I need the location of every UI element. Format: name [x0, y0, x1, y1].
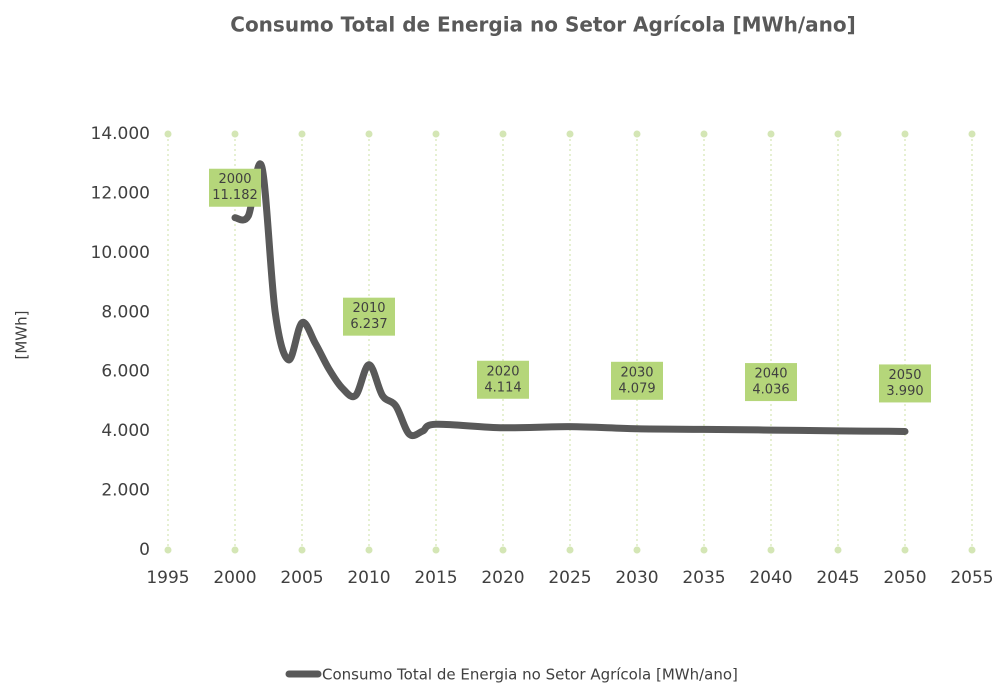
grid-dot	[968, 546, 976, 554]
data-label-box	[209, 168, 261, 207]
grid-dot	[298, 130, 306, 138]
y-axis-label: [MWh]	[13, 311, 31, 360]
grid-dot	[767, 546, 775, 554]
x-tick-label: 2005	[280, 568, 323, 588]
y-tick-label: 2.000	[101, 481, 150, 501]
x-tick-label: 2025	[548, 568, 591, 588]
data-label-box	[745, 363, 797, 402]
x-tick-label: 2035	[682, 568, 725, 588]
x-tick-label: 2040	[749, 568, 792, 588]
y-tick-label: 4.000	[101, 421, 150, 441]
data-label-box	[477, 360, 529, 399]
grid-dot	[901, 546, 909, 554]
x-tick-label: 1995	[146, 568, 189, 588]
grid-dot	[633, 130, 641, 138]
grid-dot	[566, 546, 574, 554]
grid-dot	[164, 546, 172, 554]
x-tick-label: 2010	[347, 568, 390, 588]
grid-dot	[231, 546, 239, 554]
grid-dot	[499, 130, 507, 138]
data-label-x: 2050	[888, 368, 921, 383]
grid-dot	[298, 546, 306, 554]
grid-dot	[700, 130, 708, 138]
data-label-x: 2020	[486, 364, 519, 379]
y-tick-label: 8.000	[101, 302, 150, 322]
grid-dot	[432, 546, 440, 554]
grid-dot	[499, 546, 507, 554]
grid-dot	[767, 130, 775, 138]
grid-dot	[432, 130, 440, 138]
data-label-x: 2040	[754, 367, 787, 382]
y-tick-label: 0	[139, 540, 150, 560]
grid-dot	[968, 130, 976, 138]
data-label-box	[343, 297, 395, 336]
y-tick-label: 14.000	[91, 124, 150, 144]
x-tick-label: 2020	[481, 568, 524, 588]
data-label: 4.036	[752, 383, 789, 398]
data-label: 4.079	[618, 381, 655, 396]
x-tick-label: 2030	[615, 568, 658, 588]
x-tick-label: 2055	[950, 568, 993, 588]
y-tick-label: 10.000	[91, 243, 150, 263]
data-label-x: 2010	[352, 301, 385, 316]
chart-title: Consumo Total de Energia no Setor Agríco…	[230, 13, 855, 37]
grid-dot	[834, 130, 842, 138]
data-label: 3.990	[886, 384, 923, 399]
grid-dot	[164, 130, 172, 138]
y-tick-label: 6.000	[101, 362, 150, 382]
grid-dot	[365, 546, 373, 554]
grid-dot	[231, 130, 239, 138]
legend-label: Consumo Total de Energia no Setor Agríco…	[322, 666, 738, 684]
data-label: 6.237	[350, 317, 387, 332]
grid-dot	[633, 546, 641, 554]
grid-dot	[834, 546, 842, 554]
grid-dot	[365, 130, 373, 138]
x-tick-label: 2000	[213, 568, 256, 588]
data-label-box	[611, 361, 663, 400]
data-label-x: 2000	[218, 172, 251, 187]
data-label-x: 2030	[620, 365, 653, 380]
x-tick-label: 2015	[414, 568, 457, 588]
y-tick-label: 12.000	[91, 183, 150, 203]
grid-dot	[700, 546, 708, 554]
grid-dot	[566, 130, 574, 138]
data-label-box	[879, 364, 931, 403]
data-label: 4.114	[484, 380, 521, 395]
x-tick-label: 2045	[816, 568, 859, 588]
x-tick-label: 2050	[883, 568, 926, 588]
line	[231, 160, 909, 440]
grid-dot	[901, 130, 909, 138]
data-label: 11.182	[212, 188, 258, 203]
